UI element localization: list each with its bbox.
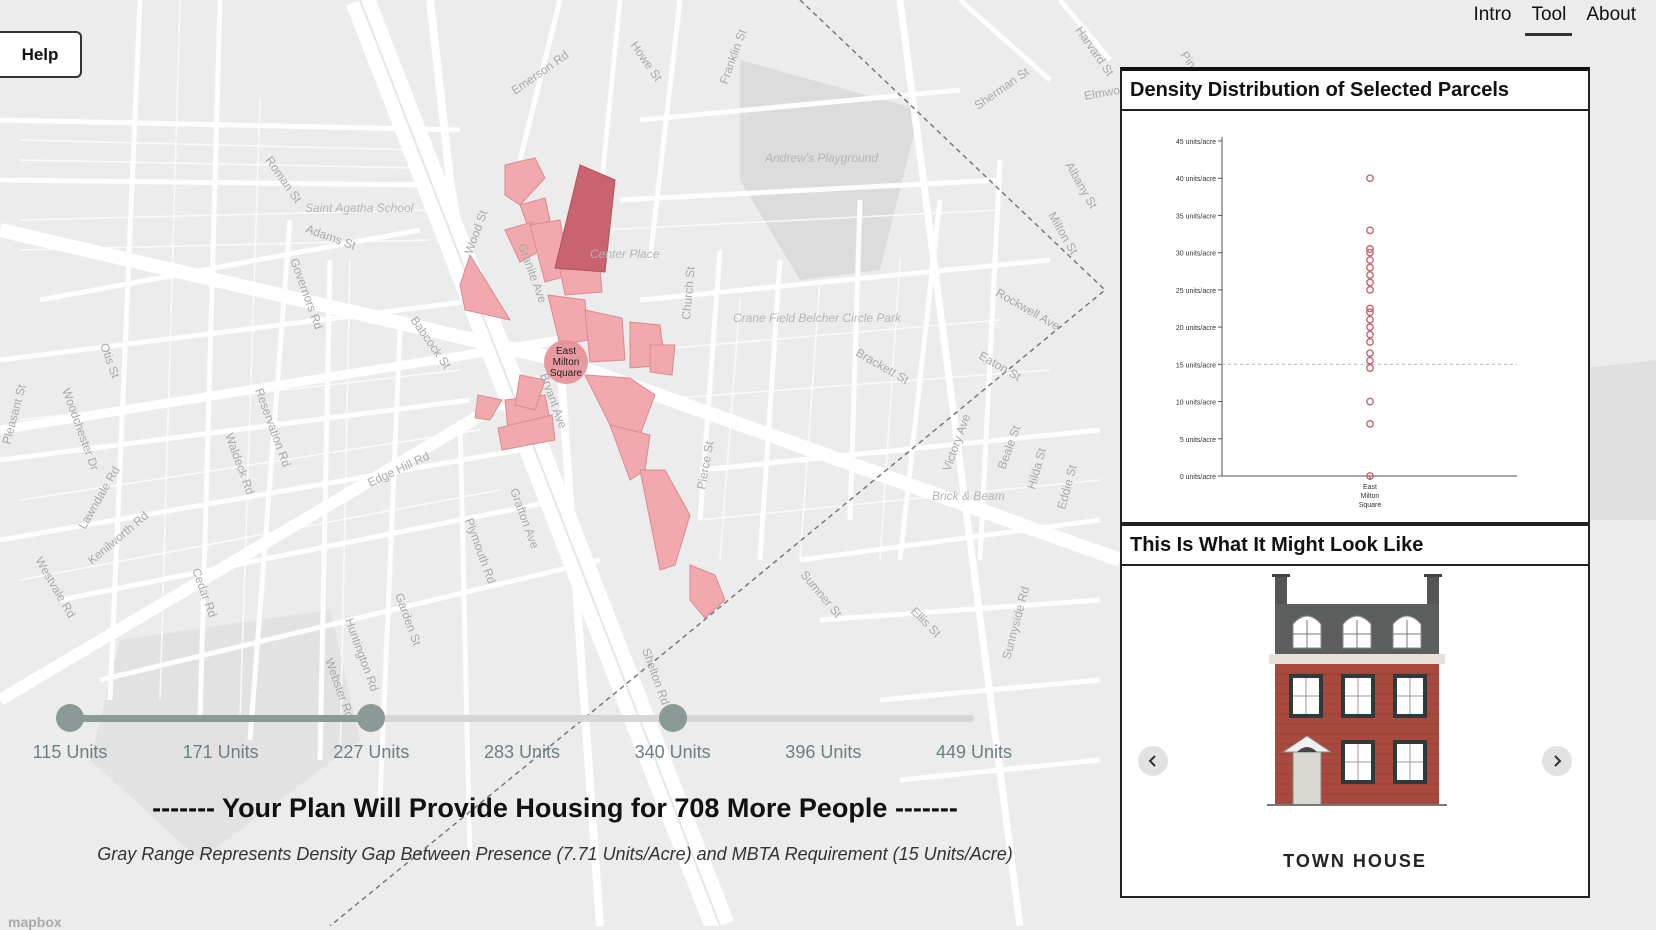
carousel-next-button[interactable] bbox=[1542, 746, 1572, 776]
data-point[interactable] bbox=[1366, 419, 1374, 428]
y-tick-label: 40 units/acre bbox=[1176, 176, 1216, 183]
slider-label: 449 Units bbox=[935, 742, 1013, 762]
slider-handle-marker[interactable] bbox=[658, 704, 687, 732]
slider-handle-start[interactable] bbox=[56, 704, 84, 732]
data-point[interactable] bbox=[1366, 397, 1374, 406]
help-button[interactable]: Help bbox=[0, 31, 82, 78]
data-point[interactable] bbox=[1366, 323, 1374, 332]
data-point[interactable] bbox=[1366, 174, 1374, 183]
units-slider[interactable]: 115 Units 171 Units 227 Units 283 Units … bbox=[33, 690, 1030, 762]
x-tick-label: East bbox=[1363, 484, 1377, 491]
nav-intro[interactable]: Intro bbox=[1473, 4, 1512, 25]
place-label: Center Place bbox=[590, 247, 660, 261]
chevron-left-icon bbox=[1148, 755, 1156, 767]
place-label: Brick & Beam bbox=[932, 489, 1005, 503]
street-label: Church St bbox=[679, 265, 698, 320]
data-point[interactable] bbox=[1366, 245, 1374, 253]
data-point[interactable] bbox=[1366, 356, 1374, 365]
data-point[interactable] bbox=[1366, 263, 1374, 272]
slider-label: 171 Units bbox=[182, 742, 259, 762]
slider-label: 340 Units bbox=[634, 742, 711, 762]
slider-label: 227 Units bbox=[333, 742, 410, 762]
mapbox-logo: mapbox bbox=[8, 914, 62, 930]
y-tick-label: 20 units/acre bbox=[1176, 325, 1216, 332]
data-point[interactable] bbox=[1366, 256, 1374, 265]
place-label: Saint Agatha School bbox=[305, 201, 414, 215]
slider-label: 283 Units bbox=[483, 742, 561, 762]
y-tick-label: 25 units/acre bbox=[1176, 288, 1216, 295]
y-tick-label: 5 units/acre bbox=[1180, 437, 1216, 444]
station-marker bbox=[544, 340, 588, 384]
data-point[interactable] bbox=[1366, 226, 1374, 235]
place-label: Crane Field Belcher Circle Park bbox=[733, 311, 902, 325]
data-point[interactable] bbox=[1366, 338, 1374, 346]
data-point[interactable] bbox=[1366, 308, 1374, 317]
x-tick-label: Square bbox=[1359, 502, 1382, 509]
slider-label: 115 Units bbox=[32, 742, 108, 762]
data-point[interactable] bbox=[1366, 285, 1374, 294]
y-tick-label: 35 units/acre bbox=[1176, 213, 1216, 220]
house-type-label: TOWN HOUSE bbox=[1283, 851, 1427, 871]
slider-label: 396 Units bbox=[785, 742, 862, 762]
slider-track[interactable] bbox=[70, 715, 974, 722]
data-point[interactable] bbox=[1366, 349, 1374, 358]
y-tick-label: 15 units/acre bbox=[1176, 362, 1216, 369]
station-label-1: East bbox=[556, 346, 576, 357]
data-point[interactable] bbox=[1366, 304, 1374, 313]
data-point[interactable] bbox=[1366, 364, 1374, 372]
y-tick-label: 45 units/acre bbox=[1176, 139, 1216, 146]
nav-tool[interactable]: Tool bbox=[1525, 2, 1573, 36]
data-point[interactable] bbox=[1366, 315, 1374, 324]
y-tick-label: 30 units/acre bbox=[1176, 251, 1216, 258]
nav-about[interactable]: About bbox=[1586, 4, 1636, 25]
y-tick-label: 0 units/acre bbox=[1180, 474, 1216, 481]
gray-range-note: Gray Range Represents Density Gap Betwee… bbox=[97, 844, 1013, 864]
look-panel-title: This Is What It Might Look Like bbox=[1122, 526, 1588, 566]
station-label-2: Milton bbox=[553, 357, 580, 368]
place-label: Andrew's Playground bbox=[764, 151, 878, 165]
density-chart: 0 units/acre 5 units/acre 10 units/acre 15 … bbox=[1176, 137, 1517, 509]
plan-summary: ------- Your Plan Will Provide Housing f… bbox=[152, 793, 958, 823]
slider-handle-selected[interactable] bbox=[357, 704, 386, 732]
density-panel-title: Density Distribution of Selected Parcels bbox=[1122, 71, 1588, 111]
x-tick-label: Milton bbox=[1361, 493, 1380, 500]
data-point[interactable] bbox=[1366, 330, 1374, 339]
chevron-right-icon bbox=[1554, 755, 1562, 767]
density-panel: Density Distribution of Selected Parcels… bbox=[1120, 67, 1590, 524]
look-panel: This Is What It Might Look Like bbox=[1120, 524, 1590, 898]
town-house-illustration bbox=[1267, 574, 1447, 806]
data-point[interactable] bbox=[1366, 248, 1374, 257]
slider-range-fill bbox=[70, 715, 372, 722]
y-tick-label: 10 units/acre bbox=[1176, 400, 1216, 407]
data-point[interactable] bbox=[1366, 278, 1374, 287]
station-label-3: Square bbox=[550, 368, 583, 379]
carousel-prev-button[interactable] bbox=[1138, 746, 1168, 776]
top-nav: Intro Tool About bbox=[1471, 2, 1638, 36]
data-point[interactable] bbox=[1366, 271, 1374, 279]
data-point[interactable] bbox=[1366, 472, 1374, 480]
house-carousel: TOWN HOUSE bbox=[1122, 566, 1588, 898]
